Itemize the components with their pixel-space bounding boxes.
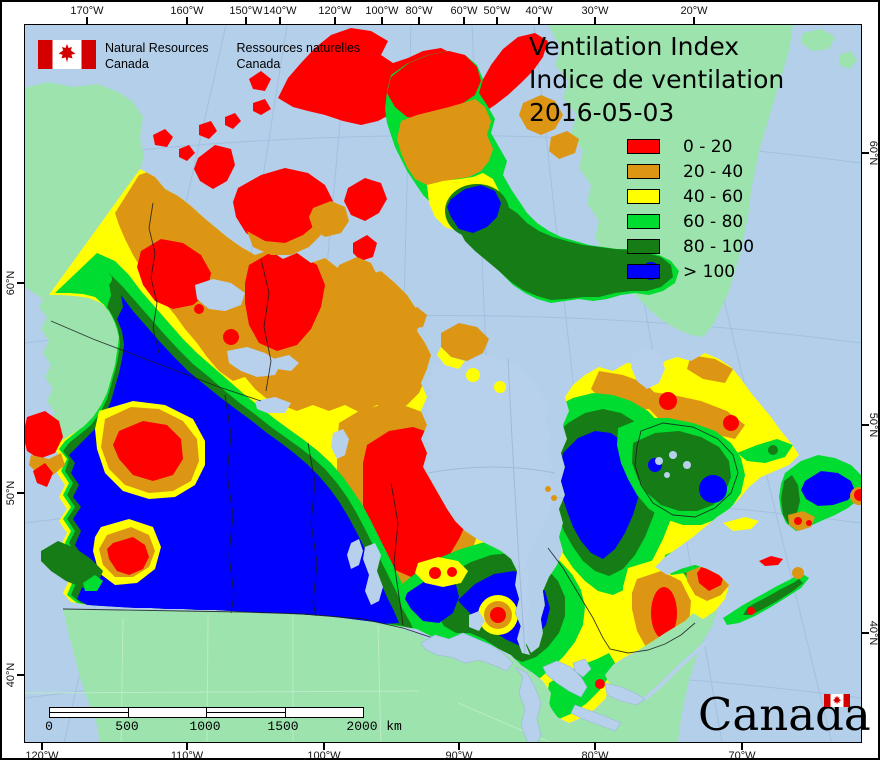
axis-label-top: 100°W — [365, 5, 399, 17]
great-lakes — [420, 632, 709, 742]
axis-label-left: 60°N — [5, 270, 17, 296]
axis-label-top: 170°W — [70, 5, 104, 17]
scale-label: 1500 — [267, 719, 299, 734]
axis-label-bottom: 120°W — [25, 750, 59, 760]
title-date: 2016-05-03 — [529, 98, 675, 127]
scale-segment — [206, 708, 285, 717]
axis-label-top: 160°W — [170, 5, 204, 17]
alaska-land — [25, 82, 144, 456]
axis-tick — [458, 743, 460, 750]
axis-label-top: 120°W — [318, 5, 352, 17]
axis-tick — [186, 743, 188, 750]
axis-tick — [279, 17, 281, 24]
legend-item: 0 - 20 — [627, 137, 732, 157]
axis-tick — [86, 17, 88, 24]
boundary-lines — [50, 202, 739, 654]
axis-tick — [186, 17, 188, 24]
axis-label-bottom: 100°W — [307, 750, 341, 760]
axis-tick — [463, 17, 465, 24]
legend-swatch — [627, 164, 660, 179]
axis-tick — [17, 282, 24, 284]
title-line-en: Ventilation Index — [529, 32, 740, 61]
usa-land — [63, 577, 717, 742]
canada-ventilation-map — [25, 25, 861, 742]
axis-tick — [862, 424, 869, 426]
axis-label-top: 150°W — [229, 5, 263, 17]
legend-item: > 100 — [627, 262, 735, 282]
government-logo: Natural Resources Canada Ressources natur… — [38, 40, 360, 72]
us-state-lines — [25, 614, 551, 742]
scale-label: 500 — [115, 719, 139, 734]
axis-label-top: 60°W — [450, 5, 478, 17]
axis-tick — [323, 743, 325, 750]
title-line-fr: Indice de ventilation — [529, 65, 785, 94]
axis-tick — [17, 492, 24, 494]
scale-label: 0 — [45, 719, 53, 734]
axis-label-top: 50°W — [483, 5, 511, 17]
legend-item: 60 - 80 — [627, 212, 743, 232]
scale-segment — [127, 708, 207, 717]
axis-tick — [418, 17, 420, 24]
axis-tick — [245, 17, 247, 24]
legend-swatch — [627, 239, 660, 254]
axis-label-top: 20°W — [680, 5, 708, 17]
axis-tick — [496, 17, 498, 24]
axis-tick — [862, 152, 869, 154]
scale-bar — [49, 707, 364, 718]
atlantic-islands — [723, 455, 861, 625]
canada-flag-icon — [38, 40, 96, 69]
legend-swatch — [627, 189, 660, 204]
scale-segment — [50, 708, 128, 717]
scale-segment — [284, 708, 364, 717]
logo-text-fr: Ressources naturelles Canada — [236, 41, 361, 71]
legend-item: 40 - 60 — [627, 187, 743, 207]
axis-label-left: 50°N — [5, 480, 17, 506]
logo-text-en: Natural Resources Canada — [105, 41, 209, 71]
axis-label-left: 40°N — [5, 662, 17, 688]
legend-swatch — [627, 264, 660, 279]
axis-label-bottom: 70°W — [728, 750, 756, 760]
legend-item: 80 - 100 — [627, 237, 754, 257]
greenland-islet — [839, 51, 857, 69]
axis-tick — [594, 743, 596, 750]
axis-tick — [538, 17, 540, 24]
arctic-islands — [153, 28, 679, 393]
scale-label: 2000 — [346, 719, 378, 734]
scale-unit: km — [386, 719, 402, 734]
greenland-islet — [801, 29, 835, 51]
axis-label-top: 30°W — [581, 5, 609, 17]
legend-item: 20 - 40 — [627, 162, 743, 182]
axis-tick — [334, 17, 336, 24]
scale-label: 1000 — [189, 719, 221, 734]
hudson-bay — [426, 355, 555, 655]
axis-label-top: 40°W — [525, 5, 553, 17]
west-coast-islands — [25, 411, 103, 591]
inland-lakes — [195, 279, 485, 631]
axis-label-top: 140°W — [263, 5, 297, 17]
wordmark-flag-icon — [824, 694, 850, 707]
axis-tick — [381, 17, 383, 24]
axis-label-bottom: 80°W — [581, 750, 609, 760]
map-title: Ventilation Index Indice de ventilation … — [529, 30, 784, 129]
axis-label-bottom: 90°W — [445, 750, 473, 760]
axis-tick — [741, 743, 743, 750]
graticule-over-bay — [427, 357, 556, 654]
axis-tick — [862, 632, 869, 634]
axis-label-top: 80°W — [405, 5, 433, 17]
axis-label-bottom: 110°W — [170, 750, 204, 760]
axis-tick — [693, 17, 695, 24]
axis-tick — [17, 674, 24, 676]
ungava-bay — [631, 347, 665, 389]
axis-tick — [594, 17, 596, 24]
legend-swatch — [627, 139, 660, 154]
legend-swatch — [627, 214, 660, 229]
axis-tick — [41, 743, 43, 750]
map-frame — [24, 24, 862, 743]
